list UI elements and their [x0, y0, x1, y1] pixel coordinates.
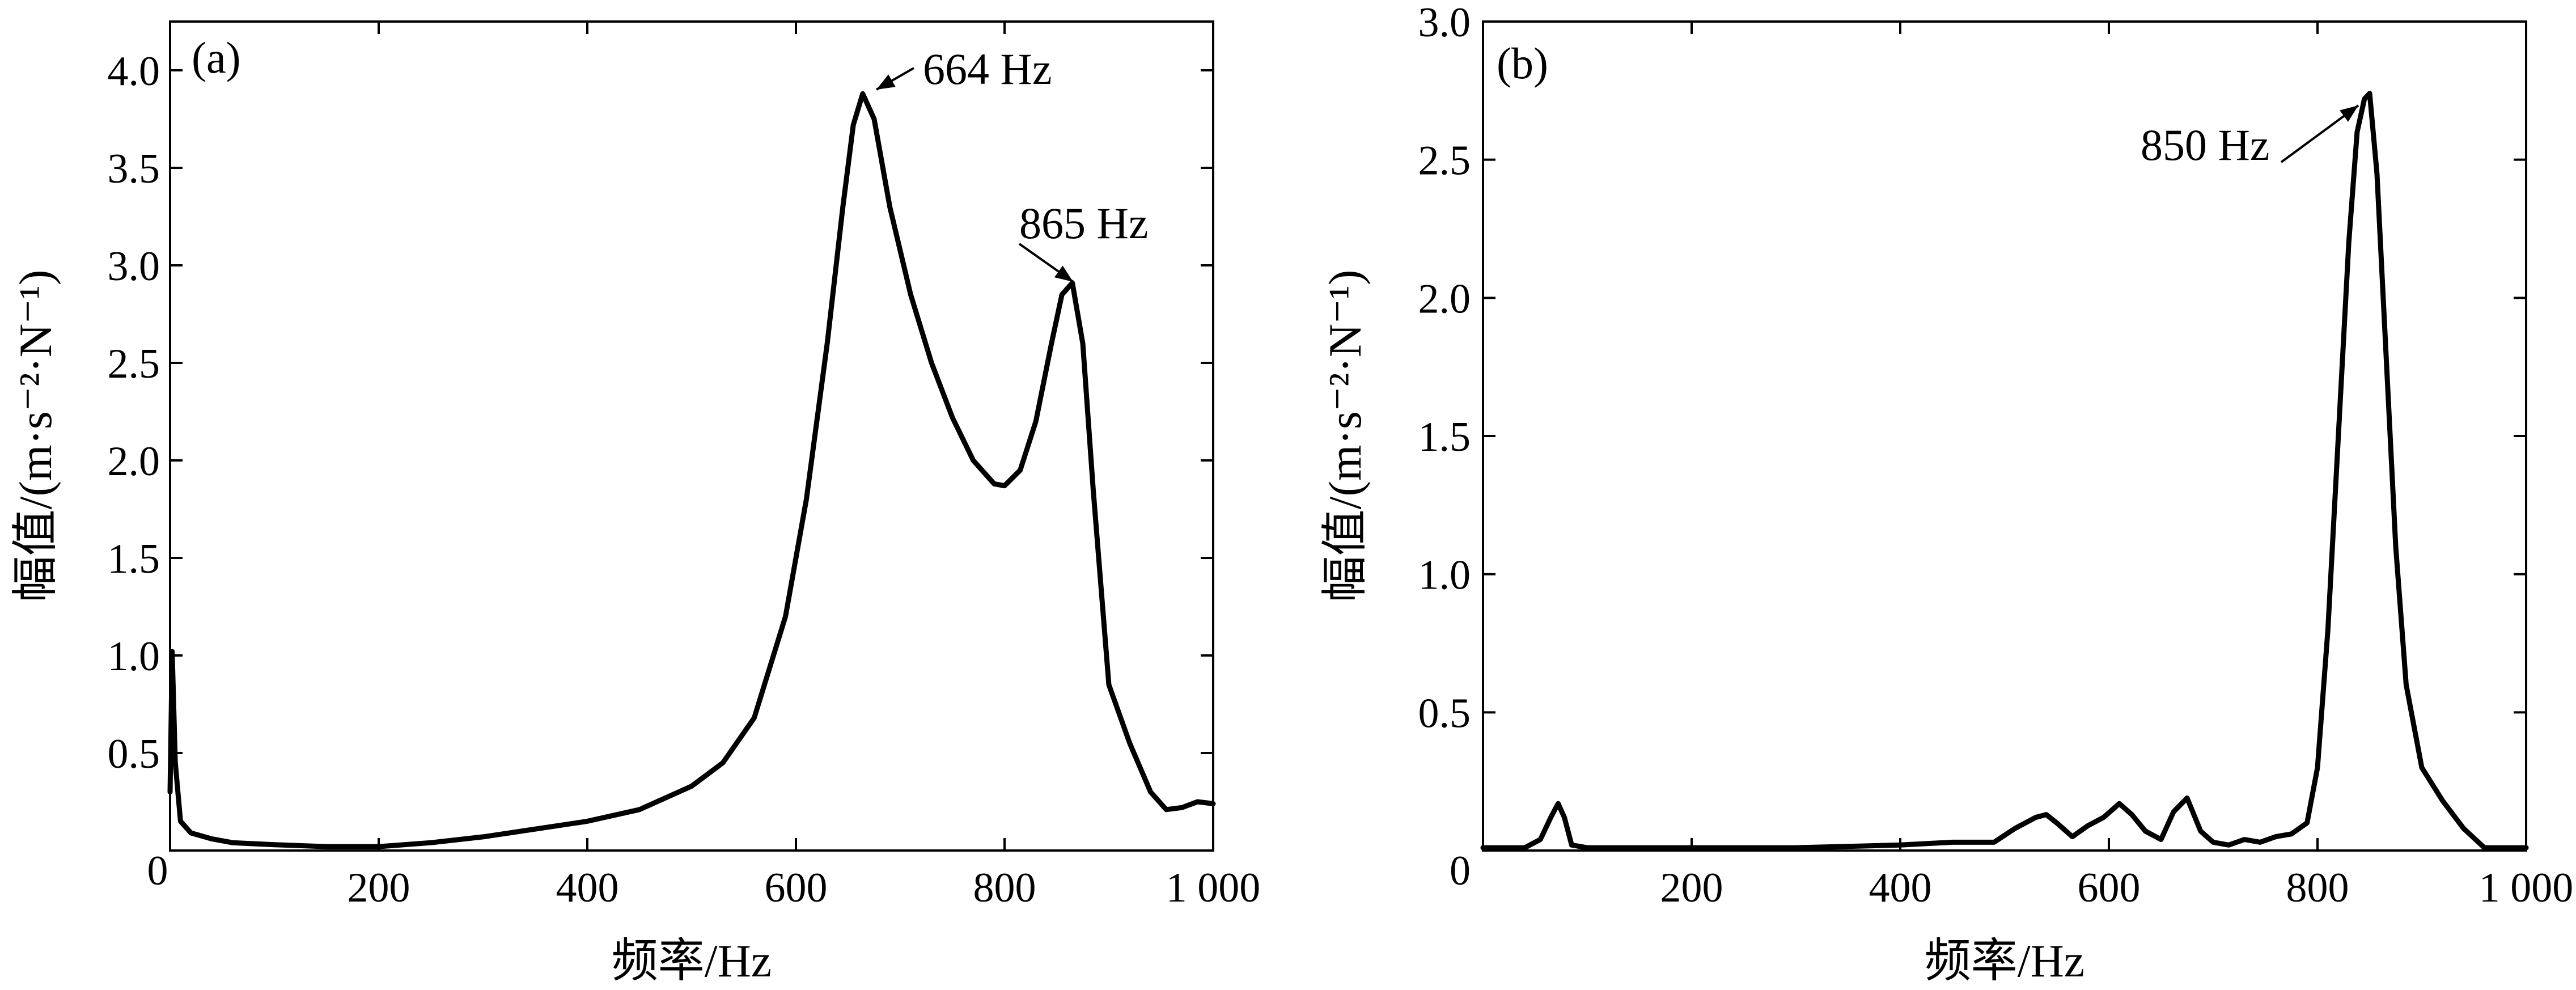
panel-a-x-axis-title: 频率/Hz	[612, 935, 772, 987]
panel-a-response-curve	[167, 91, 1216, 849]
panel-b-response-curve	[1480, 91, 2529, 851]
panel-b-y-tick-label: 2.0	[1418, 276, 1471, 322]
panel-a-x-tick-label: 200	[348, 865, 410, 911]
panel-a: (a) 0 200 400 600 800 1 000 0.5 1.0 1.5 2.0 2.5 3.0…	[10, 20, 1261, 987]
panel-b-x-tick-label: 1 000	[2479, 865, 2574, 911]
panel-b-annotations: 850 Hz	[2141, 104, 2359, 170]
panel-a-y-tick-label: 4.0	[108, 48, 160, 95]
panel-a-annotation-arrowhead	[1054, 265, 1073, 282]
panel-a-peak-label: 664 Hz	[923, 44, 1052, 94]
panel-a-y-tick-label: 0.5	[108, 731, 160, 777]
panel-a-label: (a)	[192, 33, 241, 82]
panel-b-y-tick-label: 2.5	[1418, 138, 1471, 184]
panel-b-annotation-arrowhead	[2340, 105, 2358, 122]
panel-b-x-tick-label: 400	[1869, 865, 1932, 911]
panel-a-ticks: 0 200 400 600 800 1 000 0.5 1.0 1.5 2.0 2.5 3.0 3.5 4…	[108, 22, 1261, 911]
panel-b-x-axis-title: 频率/Hz	[1925, 935, 2084, 987]
panel-a-x-tick-label: 800	[973, 865, 1036, 911]
panel-a-y-axis-title: 幅值/(m·s⁻²·N⁻¹)	[10, 270, 61, 603]
panel-a-annotations: 664 Hz 865 Hz	[876, 44, 1148, 283]
panel-a-x-tick-label: 1 000	[1166, 865, 1261, 911]
panel-a-y-tick-label: 2.0	[108, 438, 160, 485]
panel-b-ticks: 200 400 600 800 1 000 0 0.5 1.0 1.5 2.0 2.5 3.0	[1418, 0, 2574, 911]
panel-a-plot-frame	[169, 20, 1214, 852]
panel-b-y-tick-label: 1.0	[1418, 552, 1471, 599]
panel-b-x-tick-label: 200	[1660, 865, 1723, 911]
panel-a-y-tick-label: 1.5	[108, 536, 160, 582]
panel-a-x-tick-label: 600	[765, 865, 828, 911]
panel-a-y-tick-label: 1.0	[108, 633, 160, 680]
panel-b-y-tick-label: 1.5	[1418, 414, 1471, 460]
panel-a-y-tick-label: 3.5	[108, 146, 160, 192]
panel-b: (b) 200 400 600 800 1 000 0 0.5 1.0 1.5 2.0 2.5 3.0…	[1319, 0, 2573, 987]
panel-b-peak-label: 850 Hz	[2141, 120, 2269, 170]
panel-a-x-tick-label: 400	[556, 865, 619, 911]
panel-a-annotation-arrowhead	[876, 74, 896, 90]
panel-a-y-tick-label: 3.0	[108, 243, 160, 290]
panel-a-x-tick-label: 0	[147, 848, 168, 894]
panel-b-x-tick-label: 800	[2286, 865, 2349, 911]
panel-a-peak-label: 865 Hz	[1019, 198, 1148, 248]
panel-b-label: (b)	[1497, 39, 1548, 88]
panel-b-y-tick-label: 0.5	[1418, 690, 1471, 737]
panel-b-plot-frame	[1482, 20, 2527, 852]
panel-b-y-tick-label: 3.0	[1418, 0, 1471, 46]
panel-b-y-axis-title: 幅值/(m·s⁻²·N⁻¹)	[1319, 270, 1371, 603]
panel-b-y-tick-label: 0	[1450, 848, 1471, 894]
panel-a-y-tick-label: 2.5	[108, 341, 160, 387]
panel-b-x-tick-label: 600	[2078, 865, 2141, 911]
